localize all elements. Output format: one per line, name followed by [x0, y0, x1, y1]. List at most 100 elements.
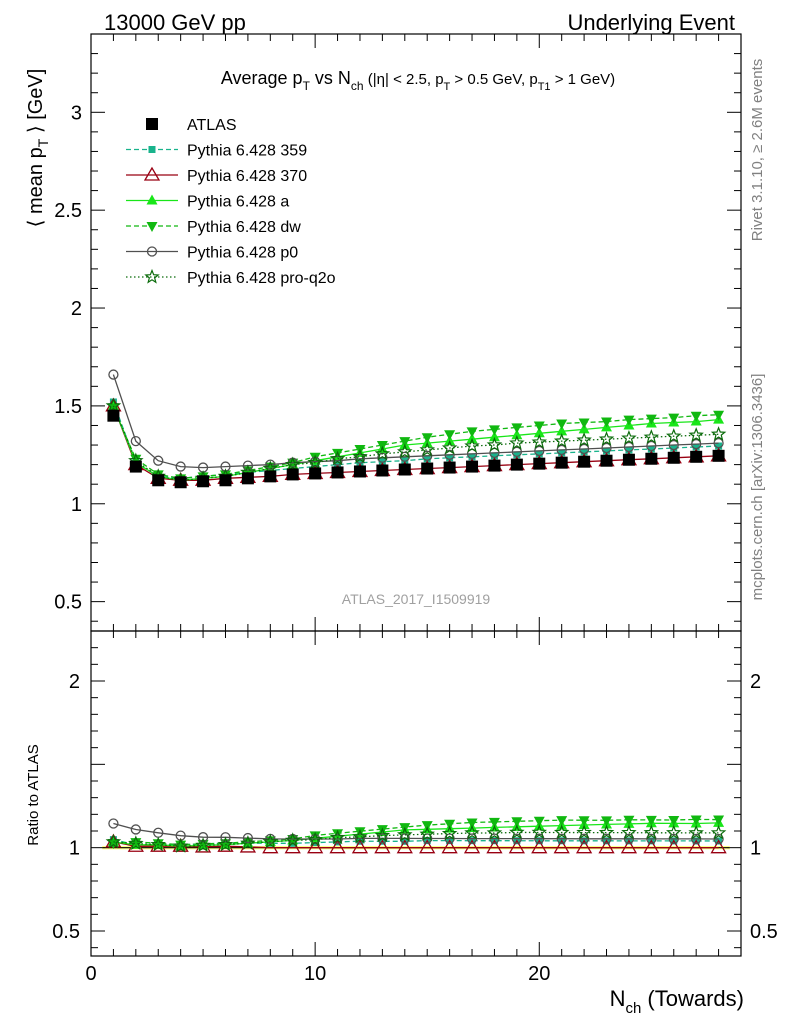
point-pdw-17 [466, 427, 478, 438]
ratio-y-tick-label-right-0.5: 0.5 [750, 921, 778, 943]
legend: ATLAS Pythia 6.428 359 Pythia 6.428 370 Pyt… [126, 117, 336, 287]
legend-label-pq2o: Pythia 6.428 pro-q2o [187, 270, 336, 287]
legend-marker-pa [146, 194, 158, 205]
point-atlas-2 [129, 460, 142, 473]
ratio-point-pq2o-19 [509, 824, 525, 839]
legend-item-p359: Pythia 6.428 359 [126, 143, 307, 160]
point-pp0-8 [265, 459, 276, 470]
ratio-point-pp0-12 [354, 833, 366, 844]
point-pp0-2 [130, 435, 141, 447]
series-line-pq2o [112, 405, 719, 481]
point-atlas-15 [421, 462, 434, 475]
point-p359-24 [625, 446, 633, 454]
point-pq2o-27 [688, 427, 704, 442]
point-atlas-10 [309, 467, 322, 480]
point-atlas-11 [331, 466, 344, 479]
y-tick-label-1.5: 1.5 [54, 396, 82, 418]
ratio-point-p370-10 [307, 839, 324, 854]
series-pq2o [105, 397, 727, 487]
ratio-point-pp0-2 [130, 824, 141, 835]
ratio-point-pdw-23 [601, 816, 613, 827]
legend-marker-atlas [146, 118, 158, 130]
ratio-point-pq2o-5 [195, 837, 211, 853]
point-atlas-28 [712, 449, 725, 462]
point-pq2o-26 [666, 428, 682, 443]
y-tick-label-1: 1 [71, 494, 82, 516]
point-atlas-8 [264, 470, 277, 483]
point-p359-17 [468, 453, 476, 461]
point-p359-16 [446, 454, 454, 462]
ratio-y-tick-label-right-1: 1 [750, 838, 761, 860]
point-pdw-22 [578, 418, 590, 429]
ratio-point-pq2o-2 [128, 835, 144, 851]
legend-label-pp0: Pythia 6.428 p0 [187, 245, 298, 262]
series-pp0 [108, 369, 724, 473]
ratio-point-p370-20 [531, 839, 548, 854]
point-atlas-19 [510, 458, 523, 471]
point-p359-15 [423, 455, 431, 463]
point-atlas-3 [152, 474, 165, 487]
series-line-pa [112, 405, 719, 481]
plot-title: Average pT vs Nch (|η| < 2.5, pT > 0.5 G… [221, 68, 615, 93]
ratio-line-pq2o [113, 831, 719, 847]
ratio-point-pq2o-23 [598, 824, 615, 840]
ratio-point-p370-19 [508, 839, 525, 854]
ratio-point-pdw-27 [690, 815, 702, 826]
point-atlas-4 [174, 476, 187, 489]
ratio-point-pq2o-7 [240, 835, 256, 850]
point-pdw-16 [444, 430, 456, 441]
point-pq2o-25 [643, 429, 660, 444]
point-pp0-11 [332, 455, 343, 466]
ratio-line-p370 [113, 841, 719, 849]
point-pp0-1 [108, 369, 119, 380]
ratio-y-tick-label-right-2: 2 [750, 671, 761, 693]
ratio-point-pdw-22 [578, 816, 590, 827]
point-pq2o-14 [397, 443, 413, 459]
ratio-point-pq2o-21 [553, 824, 570, 840]
point-pdw-2 [130, 454, 142, 465]
ratio-point-pdw-9 [287, 834, 299, 845]
ratio-point-pq2o-3 [150, 836, 166, 852]
point-atlas-7 [241, 472, 254, 485]
legend-label-pdw: Pythia 6.428 dw [187, 219, 301, 236]
point-atlas-25 [645, 452, 658, 465]
ratio-point-pq2o-18 [486, 824, 503, 840]
point-pp0-12 [354, 453, 366, 464]
ratio-line-pp0 [113, 822, 719, 840]
ratio-point-pq2o-4 [172, 838, 189, 853]
point-pdw-9 [287, 458, 299, 469]
y-axis-label: ⟨ mean pT ⟩ [GeV] [25, 69, 51, 228]
point-pdw-26 [668, 413, 680, 424]
point-atlas-5 [197, 475, 210, 488]
ratio-point-pdw-20 [533, 816, 545, 827]
ratio-layer [102, 815, 730, 854]
point-atlas-16 [443, 461, 456, 474]
legend-marker-p359 [148, 146, 156, 153]
ratio-point-pdw-28 [713, 815, 725, 826]
series-layer [105, 369, 727, 489]
point-pp0-27 [691, 438, 702, 450]
header-right: Underlying Event [567, 10, 735, 35]
point-pq2o-19 [509, 434, 525, 450]
point-atlas-23 [600, 454, 613, 467]
point-atlas-9 [286, 468, 299, 481]
ratio-point-p370-12 [351, 839, 369, 854]
point-atlas-12 [353, 465, 366, 478]
point-p359-23 [603, 447, 611, 455]
point-atlas-6 [219, 474, 232, 487]
point-atlas-26 [667, 451, 680, 464]
axes-layer: 0 10 20 0.5 1 1.5 2 2.5 3 0.5 0.5 1 1 2 2 [52, 33, 778, 985]
ratio-point-pq2o-17 [464, 824, 480, 840]
point-pq2o-9 [284, 456, 301, 472]
point-p359-21 [558, 449, 566, 457]
point-pq2o-16 [441, 439, 458, 455]
legend-item-pdw: Pythia 6.428 dw [126, 219, 301, 236]
point-pdw-15 [421, 433, 433, 444]
ratio-line-p359 [113, 838, 719, 846]
legend-label-atlas: ATLAS [187, 117, 237, 134]
point-p359-18 [490, 452, 498, 460]
legend-marker-pp0 [146, 246, 158, 257]
ratio-point-pp0-1 [108, 818, 119, 829]
point-atlas-22 [578, 455, 591, 468]
